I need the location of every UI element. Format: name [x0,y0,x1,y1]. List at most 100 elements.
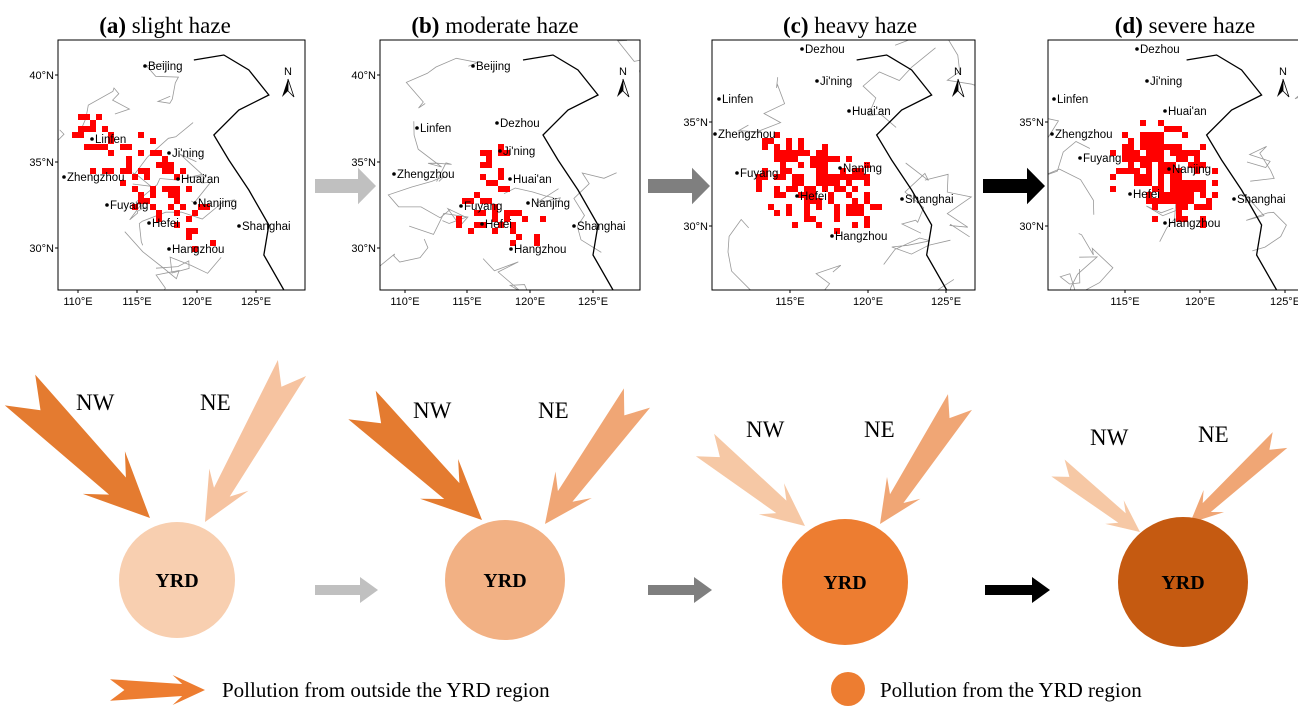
haze-cell [132,186,138,192]
haze-cell [168,162,174,168]
haze-cell [1176,204,1182,210]
haze-cell [816,150,822,156]
lon-label: 125°E [1270,296,1298,308]
lon-label: 120°E [1185,296,1215,308]
province-border [894,40,975,86]
haze-cell [786,138,792,144]
panel-label: (c) [783,13,809,38]
haze-cell [492,228,498,234]
haze-cell [1176,144,1182,150]
province-border [77,87,131,138]
haze-cell [96,114,102,120]
haze-cell [858,168,864,174]
city-label: Dezhou [500,118,540,130]
haze-cell [858,210,864,216]
city-dot [237,224,241,228]
haze-cell [1170,180,1176,186]
haze-cell [792,174,798,180]
map-body [58,54,285,290]
haze-cell [144,174,150,180]
flow-arrow [880,394,972,524]
haze-cell [126,144,132,150]
haze-cell [108,150,114,156]
city-label: Hangzhou [172,244,224,256]
province-border [573,172,617,253]
haze-cell [1128,138,1134,144]
city-dot [838,166,842,170]
city-dot [105,203,109,207]
haze-cell [1176,210,1182,216]
haze-cell [534,234,540,240]
haze-cell [486,198,492,204]
haze-cell [1146,150,1152,156]
city-label: Dezhou [1140,44,1180,56]
haze-cell [1200,204,1206,210]
haze-cell [768,204,774,210]
haze-cell [120,144,126,150]
haze-cell [798,192,804,198]
progress-head [1032,577,1050,603]
city-label: Beijing [148,61,183,73]
haze-cell [522,216,528,222]
haze-cell [468,198,474,204]
north-label: N [954,66,962,78]
haze-cell [810,162,816,168]
haze-cell [486,156,492,162]
haze-cell [756,186,762,192]
haze-cell [780,168,786,174]
city-label: Nanjing [531,198,570,210]
lon-label: 120°E [182,296,212,308]
haze-cell [828,174,834,180]
lat-label: 30°N [29,243,54,255]
city-label: Linfen [420,123,451,135]
haze-cell [144,168,150,174]
haze-cell [774,174,780,180]
city-dot [147,221,151,225]
haze-cell [1146,162,1152,168]
haze-cell [174,210,180,216]
haze-cell [780,150,786,156]
haze-cell [762,138,768,144]
haze-cell [78,126,84,132]
haze-cell [462,198,468,204]
haze-cell [822,144,828,150]
haze-cell [174,174,180,180]
haze-cell [90,144,96,150]
province-border [883,237,951,265]
haze-cell [816,156,822,162]
haze-cell [1140,174,1146,180]
haze-cell [1116,168,1122,174]
coastline [522,54,614,290]
haze-cell [876,204,882,210]
haze-cell [822,156,828,162]
province-border [737,77,786,133]
haze-cell [498,150,504,156]
haze-cell [1188,150,1194,156]
haze-cell [1158,120,1164,126]
haze-cell [846,192,852,198]
coastline [1186,54,1278,290]
city-dot [830,234,834,238]
city-dot [800,47,804,51]
city-label: Zhengzhou [1055,129,1113,141]
map-panel: (a) slight haze N 40°N 35°N 30°N 110°E 115°E 12… [29,13,306,308]
city-label: Hefei [1133,189,1160,201]
yrd-circle [782,519,908,645]
haze-cell [1110,174,1116,180]
city-label: Hangzhou [514,244,566,256]
province-border [405,57,480,109]
haze-cell [1164,168,1170,174]
haze-cell [1140,162,1146,168]
haze-cell [822,180,828,186]
province-border [129,178,180,221]
haze-cell [834,228,840,234]
haze-cell [150,204,156,210]
haze-cell [1170,168,1176,174]
panel-label: (b) [411,13,439,38]
haze-cell [480,150,486,156]
haze-cell [1170,192,1176,198]
haze-cell [498,186,504,192]
city-dot [1163,109,1167,113]
city-dot [1135,47,1139,51]
map-panel: (b) moderate haze N 40°N 35°N 30°N 110°E 115°E… [351,13,641,308]
